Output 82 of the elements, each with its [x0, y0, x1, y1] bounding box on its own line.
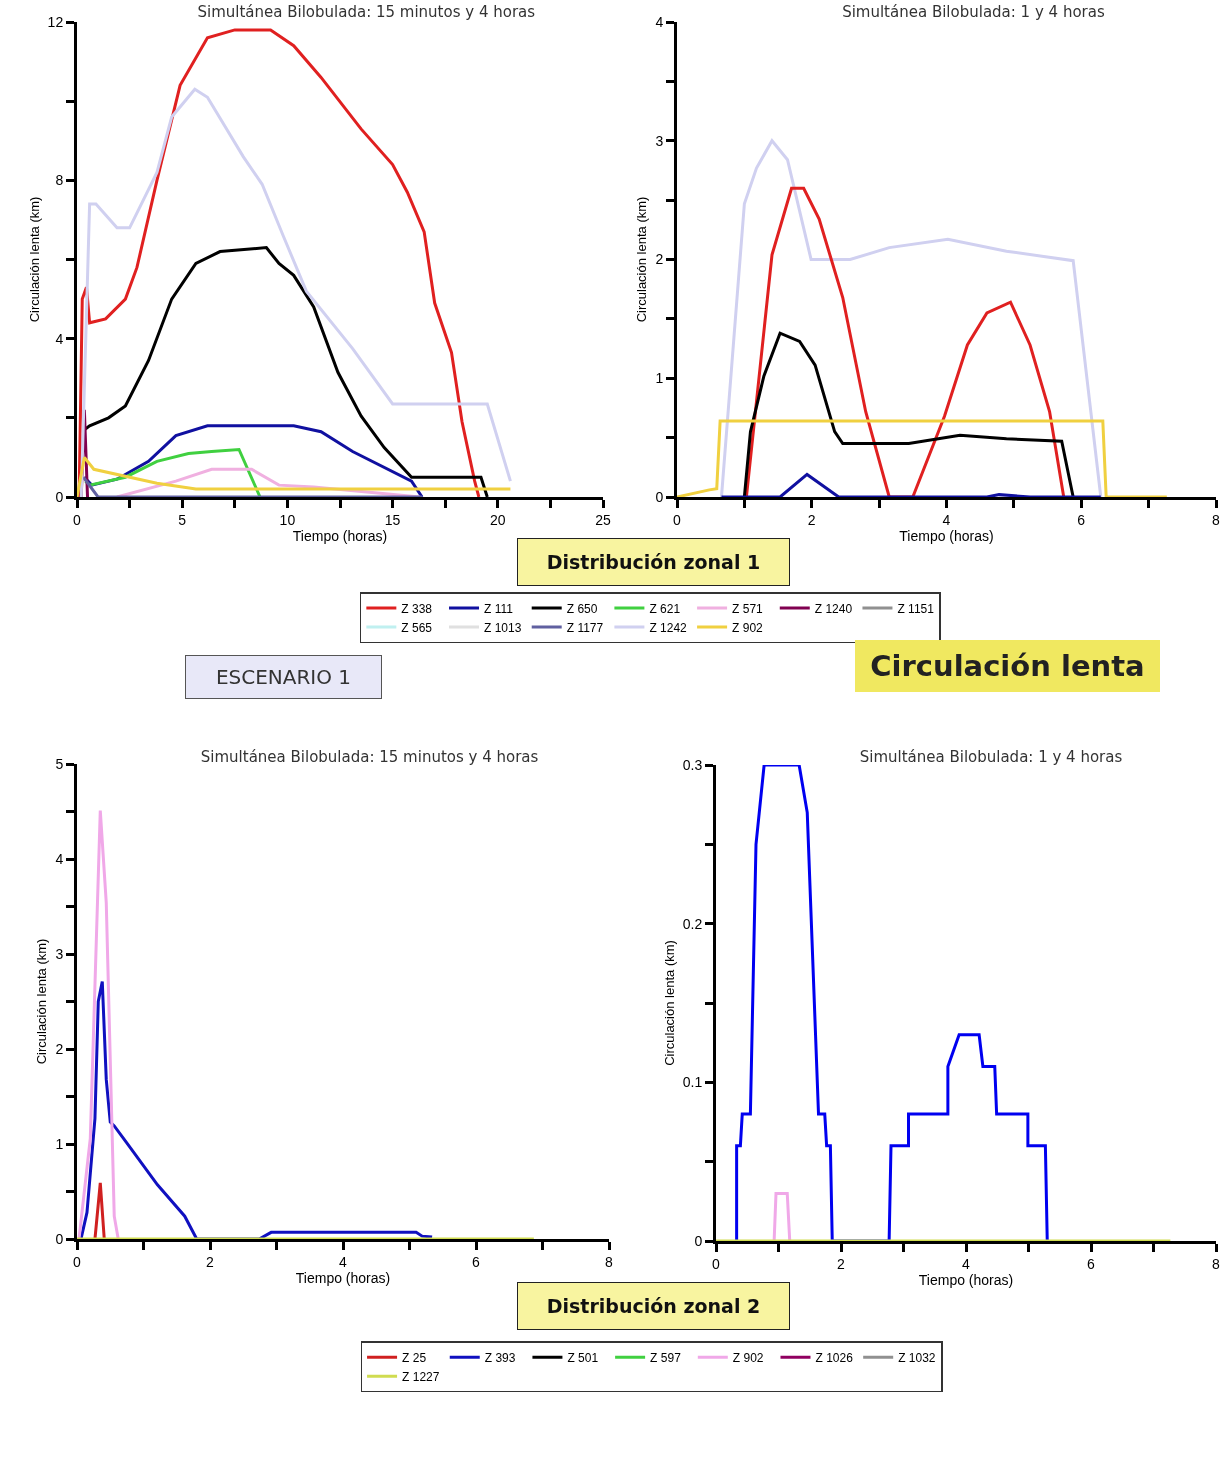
y-axis-title: Circulación lenta (km) — [26, 196, 42, 323]
text: Distribución zonal 2 — [517, 1282, 790, 1330]
x-tick-label: 2 — [206, 1253, 215, 1270]
chart-title: Simultánea Bilobulada: 1 y 4 horas — [859, 747, 1123, 766]
y-tick-label: 3 — [55, 945, 64, 962]
x-tick-label: 8 — [1212, 511, 1221, 528]
legend-label: Z 902 — [732, 620, 764, 635]
chart-title: Simultánea Bilobulada: 15 minutos y 4 horas — [197, 2, 536, 21]
y-tick-label: 5 — [55, 755, 64, 772]
line-series — [677, 419, 1169, 497]
x-tick-label: 5 — [178, 511, 187, 528]
y-tick-label: 2 — [655, 251, 664, 268]
y-axis-title: Circulación lenta (km) — [634, 196, 650, 323]
x-axis-title: Tiempo (horas) — [292, 527, 388, 544]
x-tick-label: 6 — [472, 1253, 481, 1270]
legend-label: Z 501 — [567, 1350, 599, 1365]
legend-label: Z 1242 — [649, 620, 688, 635]
line-series — [77, 28, 481, 497]
x-axis-title: Tiempo (horas) — [899, 527, 994, 544]
line-series — [735, 765, 1049, 1241]
x-tick-label: 6 — [1087, 1255, 1096, 1272]
x-tick-label: 2 — [837, 1255, 846, 1272]
legend-label: Z 393 — [484, 1350, 516, 1365]
y-axis-title: Circulación lenta (km) — [661, 940, 677, 1066]
x-tick-label: 4 — [942, 511, 951, 528]
x-tick-label: 8 — [1212, 1255, 1221, 1272]
line-series — [77, 455, 512, 497]
x-axis-title: Tiempo (horas) — [295, 1269, 391, 1286]
legend-label: Z 1032 — [898, 1350, 936, 1365]
line-series — [77, 809, 120, 1239]
legend-label: Z 1026 — [815, 1350, 854, 1365]
y-tick-label: 0 — [694, 1232, 703, 1249]
text: ESCENARIO 1 — [185, 655, 382, 699]
legend-label: Z 1151 — [897, 601, 935, 616]
y-tick-label: 0.1 — [682, 1074, 703, 1091]
y-tick-label: 8 — [55, 172, 64, 189]
legend-label: Z 25 — [402, 1350, 427, 1365]
y-tick-label: 2 — [55, 1040, 64, 1057]
y-tick-label: 0 — [55, 488, 64, 505]
y-tick-label: 4 — [655, 13, 664, 30]
x-tick-label: 0 — [712, 1255, 721, 1272]
legend-label: Z 902 — [732, 1350, 764, 1365]
legend-label: Z 621 — [649, 601, 681, 616]
y-tick-label: 4 — [55, 330, 64, 347]
y-tick-label: 0 — [655, 488, 664, 505]
y-tick-label: 0 — [55, 1230, 64, 1247]
legend-label: Z 597 — [650, 1350, 682, 1365]
legend-label: Z 111 — [484, 601, 514, 616]
y-tick-label: 1 — [55, 1135, 64, 1152]
chart-title: Simultánea Bilobulada: 1 y 4 horas — [842, 2, 1105, 21]
x-tick-label: 15 — [384, 511, 401, 528]
text: Distribución zonal 1 — [517, 538, 790, 586]
y-tick-label: 3 — [655, 132, 664, 149]
y-tick-label: 4 — [55, 850, 64, 867]
line-series — [744, 186, 1066, 497]
x-tick-label: 0 — [73, 511, 82, 528]
x-tick-label: 25 — [595, 511, 611, 528]
y-axis-title: Circulación lenta (km) — [34, 938, 50, 1065]
legend-label: Z 571 — [732, 601, 764, 616]
legend-label: Z 1240 — [814, 601, 853, 616]
legend-label: Z 1013 — [484, 620, 522, 635]
legend-label: Z 1227 — [402, 1369, 440, 1384]
text: Circulación lenta — [855, 640, 1160, 692]
x-tick-label: 4 — [339, 1253, 348, 1270]
x-axis-title: Tiempo (horas) — [918, 1271, 1014, 1288]
chart-title: Simultánea Bilobulada: 15 minutos y 4 horas — [200, 747, 539, 766]
y-tick-label: 1 — [655, 370, 664, 387]
x-tick-label: 0 — [73, 1253, 82, 1270]
x-tick-label: 4 — [962, 1255, 971, 1272]
x-tick-label: 20 — [490, 511, 506, 528]
x-tick-label: 2 — [807, 511, 816, 528]
legend-label: Z 1177 — [566, 620, 604, 635]
legend-label: Z 565 — [401, 620, 433, 635]
legend-label: Z 650 — [566, 601, 598, 616]
y-tick-label: 0.3 — [682, 756, 703, 773]
x-tick-label: 10 — [279, 511, 296, 528]
x-tick-label: 6 — [1077, 511, 1086, 528]
legend-label: Z 338 — [401, 601, 433, 616]
line-series — [79, 87, 512, 497]
x-tick-label: 8 — [605, 1253, 614, 1270]
y-tick-label: 12 — [47, 13, 64, 30]
y-tick-label: 0.2 — [682, 915, 703, 932]
